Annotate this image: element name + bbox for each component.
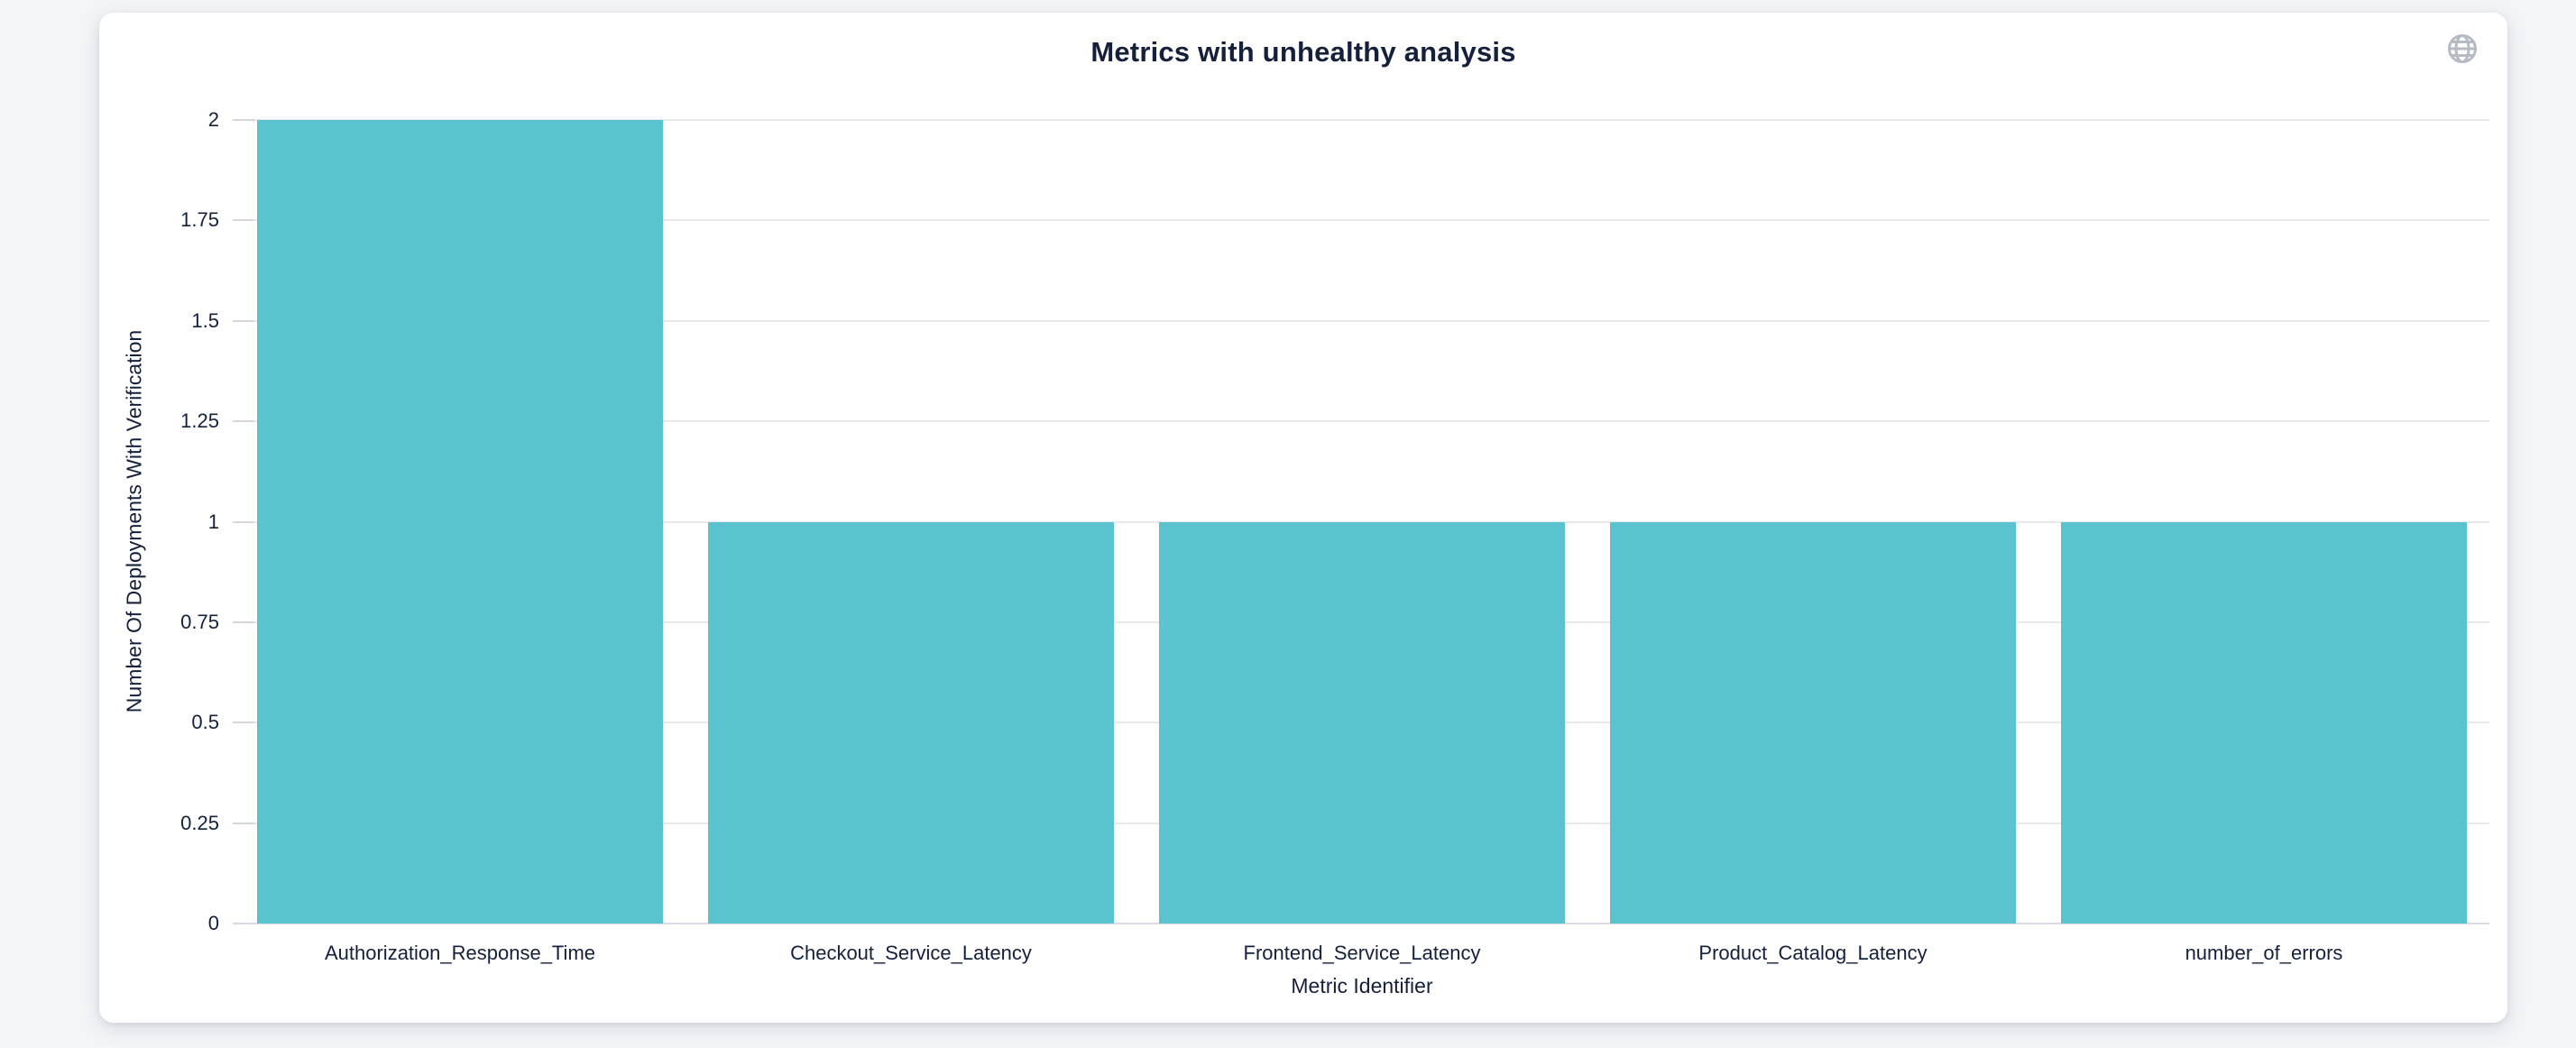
x-axis-line (233, 923, 2489, 924)
y-tick-label: 1.5 (191, 308, 219, 332)
y-axis-tick (233, 319, 254, 322)
bar-Frontend_Service_Latency[interactable] (1159, 521, 1565, 924)
y-tick-label: 0.5 (191, 711, 219, 734)
bar-number_of_errors[interactable] (2061, 521, 2467, 924)
y-axis-tick (233, 119, 254, 121)
chart-card: Metrics with unhealthy analysis Number O… (99, 13, 2507, 1023)
gridline (235, 219, 2489, 222)
y-axis-tick (233, 621, 254, 623)
gridline (235, 319, 2489, 322)
y-tick-label: 0.25 (180, 811, 219, 834)
x-tick-label: Authorization_Response_Time (324, 942, 596, 964)
plot-area: Metric Identifier 0 0.25 0.5 0.75 1 1.25 1.5 1.… (180, 108, 2489, 997)
chart-title: Metrics with unhealthy analysis (1090, 36, 1516, 68)
globe-icon[interactable] (2446, 32, 2479, 65)
y-axis-tick (233, 822, 254, 824)
y-tick-label: 1 (207, 510, 219, 533)
y-axis-tick (233, 520, 254, 523)
y-tick-label: 1.75 (180, 208, 219, 232)
y-axis-tick (233, 420, 254, 423)
y-tick-label: 0.75 (180, 610, 219, 633)
gridline (235, 119, 2489, 121)
gridline (235, 420, 2489, 423)
y-tick-label: 1.25 (180, 409, 219, 433)
x-tick-label: Checkout_Service_Latency (790, 942, 1032, 964)
x-tick-label: number_of_errors (2185, 942, 2343, 964)
y-axis-tick (233, 219, 254, 222)
bar-Authorization_Response_Time[interactable] (257, 120, 663, 924)
x-axis-title: Metric Identifier (1291, 974, 1433, 997)
y-tick-label: 0 (207, 912, 219, 934)
bar-Product_Catalog_Latency[interactable] (1610, 521, 2016, 924)
y-axis-title: Number Of Deployments With Verification (122, 329, 146, 713)
bar-Checkout_Service_Latency[interactable] (708, 521, 1114, 924)
y-axis-tick (233, 722, 254, 724)
x-tick-label: Product_Catalog_Latency (1698, 942, 1927, 964)
y-tick-label: 2 (207, 108, 219, 131)
x-tick-label: Frontend_Service_Latency (1243, 942, 1481, 964)
